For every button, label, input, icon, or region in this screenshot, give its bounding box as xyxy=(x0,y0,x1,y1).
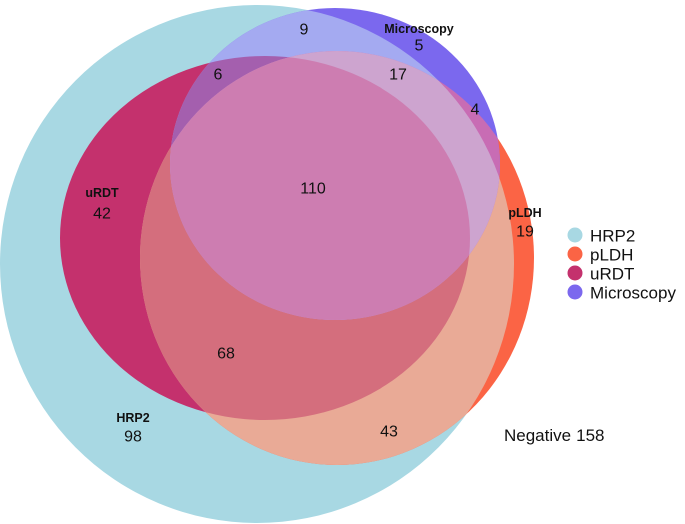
count-hrp2-urdt-microscopy: 6 xyxy=(214,67,223,84)
negative-label-text: Negative xyxy=(504,426,571,445)
count-hrp2-pldh: 43 xyxy=(380,424,398,441)
venn-labels: Microscopy 5 9 6 17 4 uRDT 42 110 pLDH 1… xyxy=(85,22,604,446)
legend-item-microscopy: Microscopy xyxy=(567,284,676,303)
count-pldh-microscopy: 4 xyxy=(471,102,480,119)
legend-item-urdt: uRDT xyxy=(567,265,634,284)
count-hrp2-pldh-microscopy: 17 xyxy=(389,67,407,84)
legend-label-microscopy: Microscopy xyxy=(590,284,676,303)
legend-swatch-pldh xyxy=(567,246,583,262)
count-hrp2-pldh-urdt: 68 xyxy=(217,346,235,363)
legend-swatch-urdt xyxy=(567,265,583,281)
legend-item-hrp2: HRP2 xyxy=(567,227,635,246)
negative-count: 158 xyxy=(576,426,604,445)
legend-item-pldh: pLDH xyxy=(567,246,633,265)
venn-regions xyxy=(0,5,534,523)
count-pldh: 19 xyxy=(516,224,534,241)
set-label-microscopy: Microscopy xyxy=(384,22,454,36)
count-hrp2: 98 xyxy=(124,429,142,446)
count-urdt: 42 xyxy=(93,206,111,223)
legend-label-hrp2: HRP2 xyxy=(590,227,635,246)
count-microscopy: 5 xyxy=(415,38,424,55)
legend: HRP2 pLDH uRDT Microscopy xyxy=(567,227,676,303)
legend-label-urdt: uRDT xyxy=(590,265,634,284)
set-label-pldh: pLDH xyxy=(508,206,541,220)
count-hrp2-microscopy: 9 xyxy=(300,22,309,39)
negative-label: Negative 158 xyxy=(504,426,604,445)
set-label-urdt: uRDT xyxy=(85,186,119,200)
legend-swatch-microscopy xyxy=(567,284,583,300)
set-label-hrp2: HRP2 xyxy=(116,411,149,425)
legend-swatch-hrp2 xyxy=(567,227,583,243)
count-all-four: 110 xyxy=(300,181,326,198)
legend-label-pldh: pLDH xyxy=(590,246,633,265)
